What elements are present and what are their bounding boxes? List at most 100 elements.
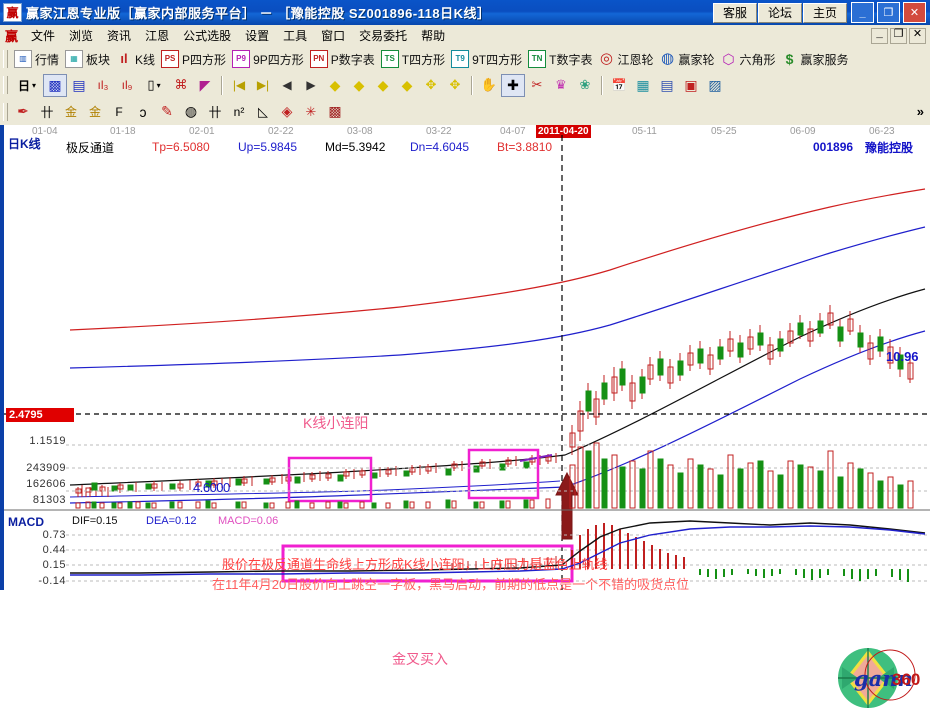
mdi-close-icon[interactable]: ✕ bbox=[909, 27, 926, 44]
title-bar-buttons: 客服 论坛 主页 _ ❐ ✕ bbox=[712, 2, 930, 23]
menu-item-trade[interactable]: 交易委托 bbox=[359, 29, 408, 43]
toolbar-grip[interactable] bbox=[3, 50, 8, 68]
last-page-icon[interactable]: ▶| bbox=[256, 78, 270, 92]
macd-scale-label: 0.44 bbox=[42, 544, 66, 556]
toolbar-overflow-icon[interactable]: » bbox=[916, 104, 924, 119]
date-tick: 02-01 bbox=[189, 126, 215, 137]
macd-dif-value: DIF=0.15 bbox=[72, 515, 118, 527]
notes-icon[interactable]: ▤ bbox=[660, 76, 674, 93]
toolbar-grip[interactable] bbox=[3, 102, 8, 121]
toolbar-t-number-table[interactable]: TN T数字表 bbox=[525, 49, 595, 69]
spiral-icon[interactable]: ᴐ bbox=[139, 103, 147, 120]
maximize-icon[interactable]: ❐ bbox=[877, 2, 900, 23]
web-icon[interactable]: ▩ bbox=[328, 103, 342, 119]
expand-icon[interactable]: ✥ bbox=[425, 77, 437, 92]
minimize-icon[interactable]: _ bbox=[851, 2, 874, 23]
bar-style-icon[interactable]: ▯ ▾ bbox=[147, 77, 161, 92]
indicator-tp: Tp=6.5080 bbox=[152, 140, 210, 154]
menu-item-help[interactable]: 帮助 bbox=[421, 29, 446, 43]
zoom-in-icon[interactable]: ◆ bbox=[377, 76, 389, 93]
zoom-right-icon[interactable]: ◆ bbox=[353, 76, 365, 93]
homepage-button[interactable]: 主页 bbox=[802, 2, 847, 23]
menu-item-formula-stock-pick[interactable]: 公式选股 bbox=[183, 29, 232, 43]
calendar-icon[interactable]: 📅 bbox=[611, 78, 627, 92]
mdi-minimize-icon[interactable]: _ bbox=[871, 27, 888, 44]
toolbar-hexagon-label: 六角形 bbox=[739, 52, 776, 67]
grid-icon[interactable]: 卄 bbox=[208, 105, 222, 120]
scissors-icon[interactable]: ✂ bbox=[531, 77, 543, 92]
panel-label-kline: 日K线 bbox=[8, 137, 41, 151]
fibo-icon[interactable]: F bbox=[115, 104, 123, 119]
n2-icon[interactable]: n² bbox=[233, 104, 245, 119]
hand-icon[interactable]: ✋ bbox=[480, 77, 498, 92]
calc-icon[interactable]: ▦ bbox=[636, 76, 650, 93]
report-icon[interactable]: ▤ bbox=[72, 76, 86, 93]
gold-ratio1-icon[interactable]: 金 bbox=[64, 105, 77, 119]
toolbar-sector[interactable]: ▦ 板块 bbox=[62, 49, 113, 69]
toolbar-p-number-table[interactable]: PN P数字表 bbox=[307, 49, 378, 69]
next-icon[interactable]: ▶ bbox=[306, 78, 316, 92]
menu-item-tools[interactable]: 工具 bbox=[283, 29, 308, 43]
volume-gridlines bbox=[66, 444, 930, 492]
overlay-icon[interactable]: ⌘ bbox=[174, 77, 188, 92]
toolbar-9p-square[interactable]: P9 9P四方形 bbox=[229, 49, 307, 69]
menu-item-window[interactable]: 窗口 bbox=[321, 29, 346, 43]
toolbar-winner-service[interactable]: $ 赢家服务 bbox=[779, 50, 852, 69]
date-tick: 03-22 bbox=[426, 126, 452, 137]
angle-icon[interactable]: ◺ bbox=[258, 103, 268, 119]
prev-icon[interactable]: ◀ bbox=[282, 78, 292, 92]
indicator-dn: Dn=4.6045 bbox=[410, 140, 470, 154]
colorbars-icon[interactable]: ◤ bbox=[199, 76, 211, 93]
indicator-up: Up=5.9845 bbox=[238, 140, 298, 154]
period-day-icon[interactable]: 日 ▾ bbox=[12, 75, 42, 96]
zoom-left-icon[interactable]: ◆ bbox=[329, 76, 341, 93]
chart-area[interactable]: 01-04 01-18 02-01 02-22 03-08 03-22 04-0… bbox=[0, 125, 930, 708]
ma9-icon[interactable]: ıl₉ bbox=[121, 78, 133, 92]
toolbar-t-square[interactable]: TS T四方形 bbox=[378, 49, 448, 69]
save-icon[interactable]: ▣ bbox=[684, 76, 698, 93]
toolbar-quotes[interactable]: ▥ 行情 bbox=[11, 49, 62, 69]
window-tile-icon[interactable]: ▨ bbox=[708, 76, 722, 93]
stock-name: 豫能控股 bbox=[865, 141, 914, 155]
toolbar-kline[interactable]: ıl K线 bbox=[113, 50, 158, 69]
menu-item-file[interactable]: 文件 bbox=[31, 29, 56, 43]
gold-ratio2-icon[interactable]: 金 bbox=[88, 105, 101, 119]
menu-item-settings[interactable]: 设置 bbox=[245, 29, 270, 43]
close-icon[interactable]: ✕ bbox=[903, 2, 926, 23]
toolbar-separator bbox=[221, 75, 223, 95]
panel-label-macd: MACD bbox=[8, 515, 44, 529]
date-tick: 06-09 bbox=[790, 126, 816, 137]
toolbar-winner-wheel[interactable]: ◍ 赢家轮 bbox=[656, 50, 717, 69]
gann-fan-icon[interactable]: 卄 bbox=[40, 105, 54, 120]
target-icon[interactable]: ◈ bbox=[281, 103, 293, 119]
golden-cross-note: 金叉买入 bbox=[392, 651, 448, 667]
customer-service-button[interactable]: 客服 bbox=[712, 2, 757, 23]
first-page-icon[interactable]: |◀ bbox=[232, 78, 246, 92]
macd-value: MACD=0.06 bbox=[218, 515, 279, 527]
menu-item-browse[interactable]: 浏览 bbox=[69, 29, 94, 43]
pencil-icon[interactable]: ✎ bbox=[161, 103, 173, 119]
winner-wheel-icon: ◍ bbox=[660, 50, 675, 67]
draw-pen-icon[interactable]: ✒ bbox=[17, 103, 29, 119]
zoom-out-icon[interactable]: ◆ bbox=[401, 76, 413, 93]
fit-icon[interactable]: ✥ bbox=[449, 77, 461, 92]
toolbar-hexagon[interactable]: ⬡ 六角形 bbox=[718, 50, 779, 69]
forum-button[interactable]: 论坛 bbox=[757, 2, 802, 23]
gann-logo-text-b: 360 bbox=[892, 670, 920, 689]
circle-grid-icon[interactable]: ◍ bbox=[184, 103, 198, 119]
mdi-restore-icon[interactable]: ❐ bbox=[890, 27, 907, 44]
volume-axis-label: 81303 bbox=[32, 494, 66, 506]
toolbar-9t-square[interactable]: T9 9T四方形 bbox=[448, 49, 525, 69]
star-icon[interactable]: ✳ bbox=[305, 103, 317, 119]
toolbar-p-square[interactable]: PS P四方形 bbox=[158, 49, 229, 69]
menu-item-news[interactable]: 资讯 bbox=[107, 29, 132, 43]
toolbar-gann-wheel[interactable]: ◎ 江恩轮 bbox=[595, 50, 656, 69]
candles-icon[interactable]: ▩ bbox=[43, 73, 67, 97]
crown-icon[interactable]: ♛ bbox=[555, 77, 567, 92]
crosshair-icon[interactable]: ✚ bbox=[501, 73, 525, 97]
toolbar-grip[interactable] bbox=[3, 76, 8, 94]
brain-icon[interactable]: ❀ bbox=[579, 77, 591, 92]
pn-icon: PN bbox=[309, 50, 328, 68]
ma3-icon[interactable]: ıl₃ bbox=[97, 78, 109, 92]
menu-item-gann[interactable]: 江恩 bbox=[145, 29, 170, 43]
